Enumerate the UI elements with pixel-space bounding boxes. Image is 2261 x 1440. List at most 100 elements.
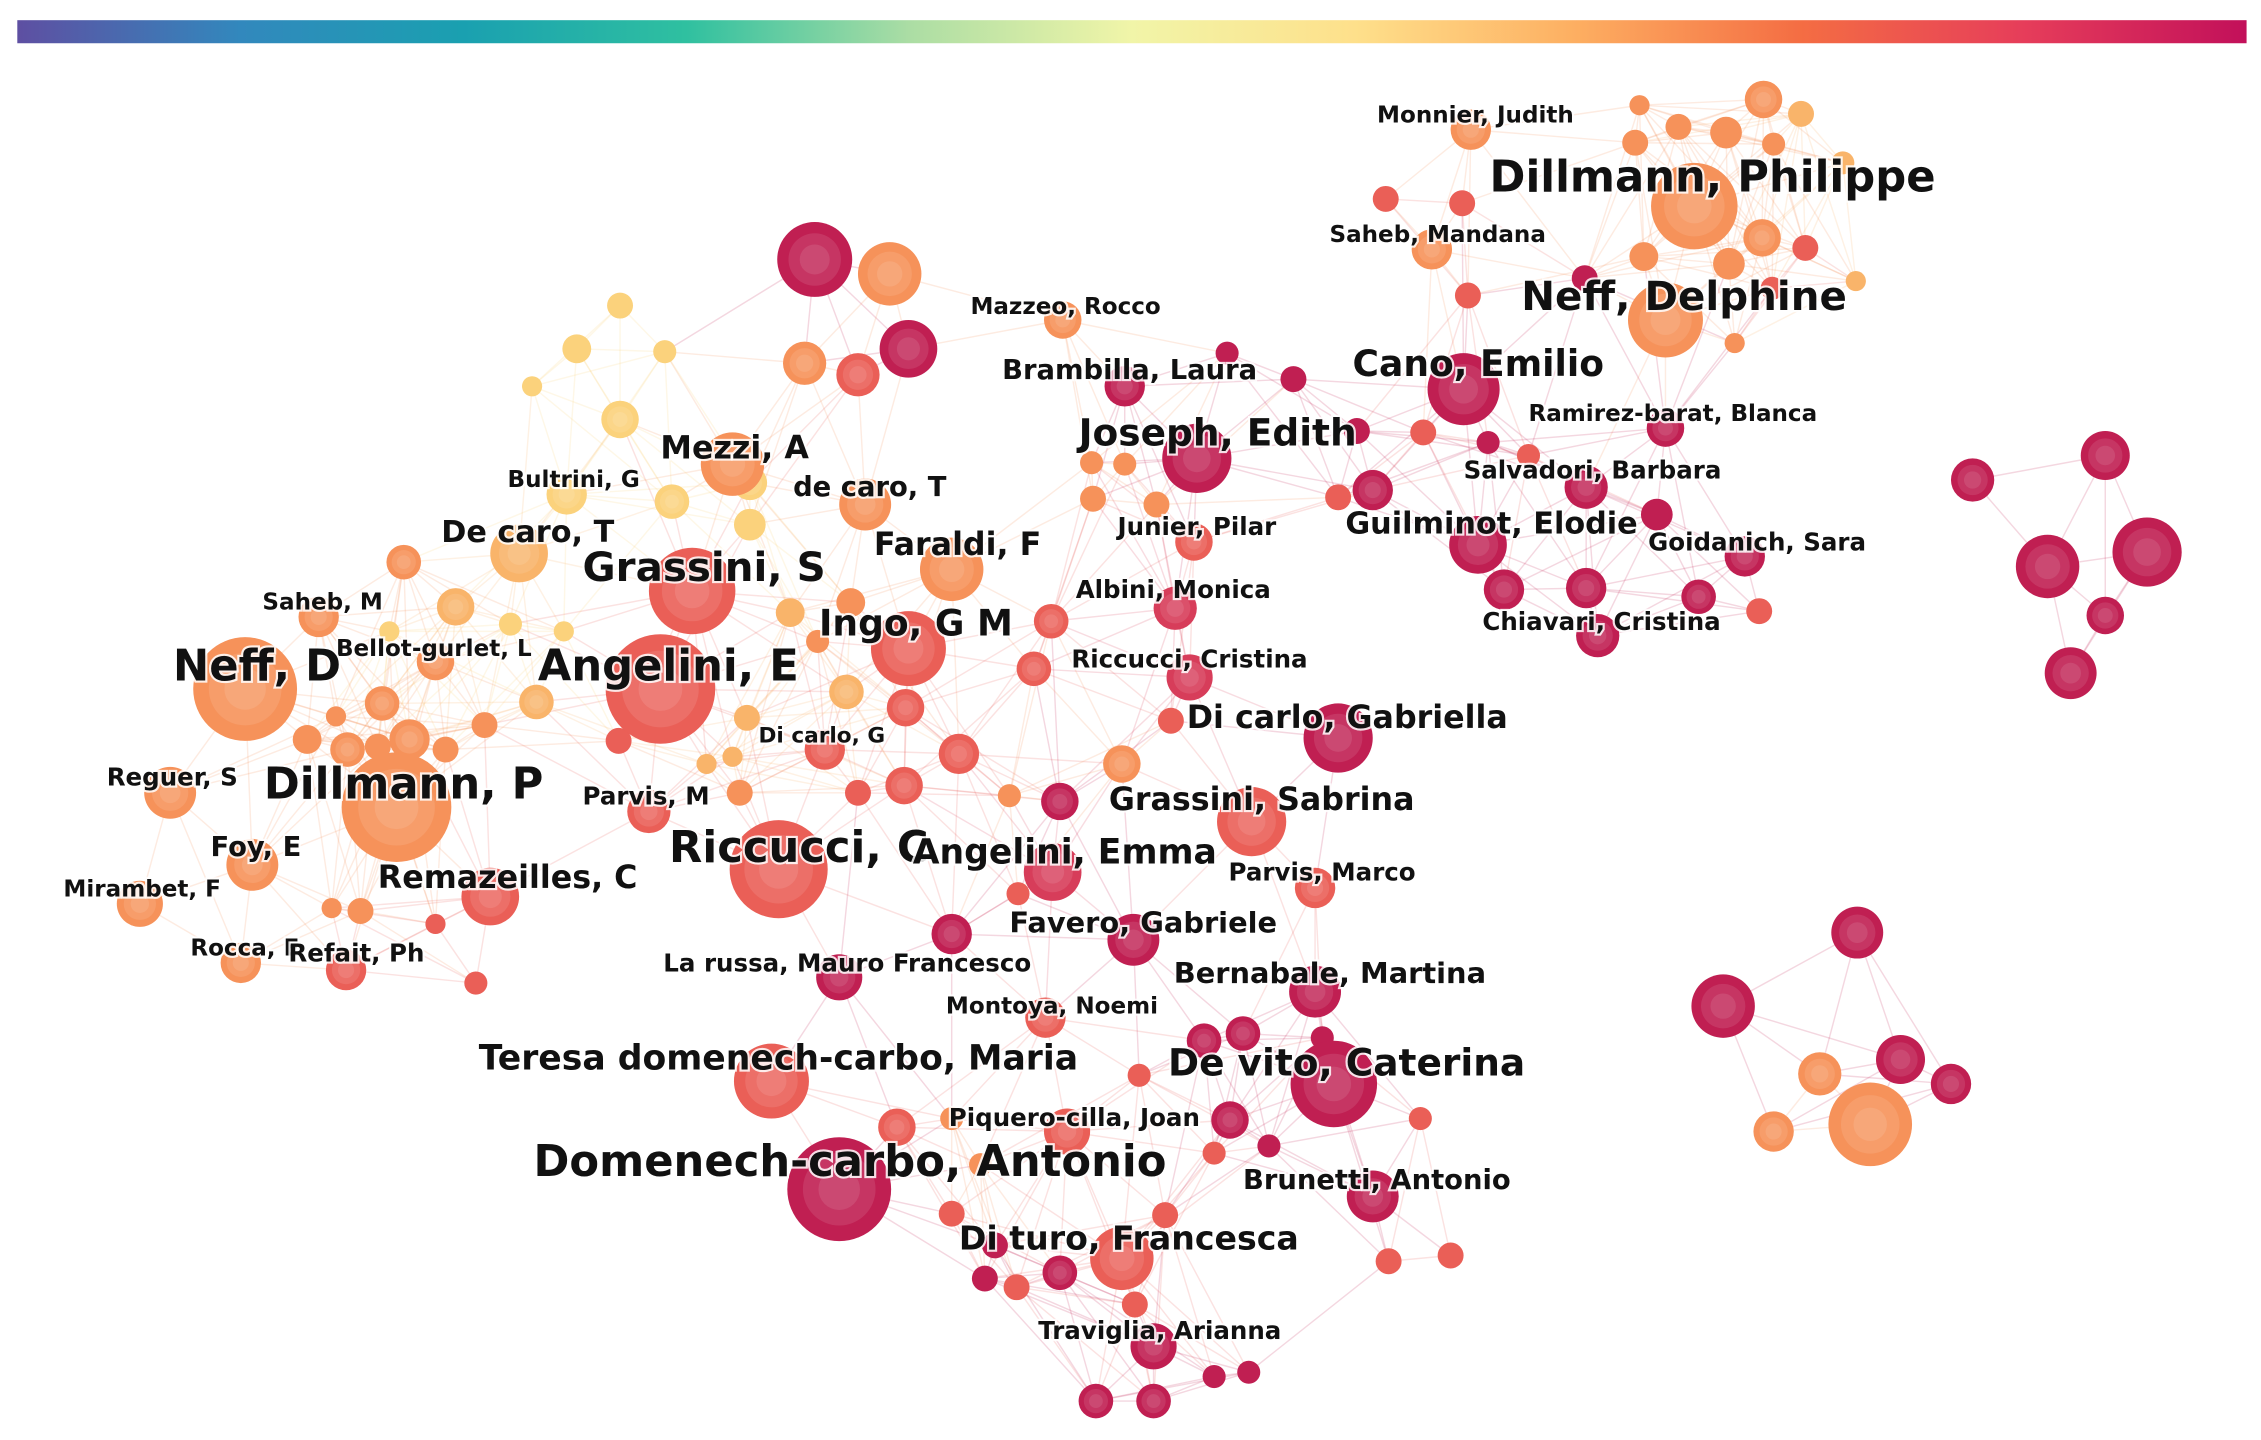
node-ring	[665, 494, 679, 509]
edge	[1503, 455, 1530, 590]
edge	[951, 795, 1011, 935]
author-node	[425, 913, 446, 935]
node-ring	[1754, 230, 1770, 246]
edge	[346, 631, 391, 750]
edge	[739, 784, 905, 794]
node-ring	[950, 745, 967, 762]
edge	[1419, 1118, 1452, 1256]
node-ring	[1182, 444, 1211, 473]
edge	[403, 562, 411, 740]
edge	[731, 641, 819, 758]
edge	[749, 482, 852, 603]
edge	[1016, 1214, 1166, 1288]
author-node	[938, 1200, 965, 1227]
node-ring	[1423, 241, 1440, 258]
node-ring	[1839, 914, 1876, 951]
author-node	[379, 621, 400, 642]
edge	[1725, 132, 1806, 249]
author-node	[1411, 229, 1453, 270]
author-node	[839, 478, 892, 531]
author-node	[321, 898, 342, 919]
author-node	[1798, 1052, 1842, 1096]
edge	[1431, 129, 1472, 250]
edge	[903, 785, 1019, 895]
node-ring	[1462, 121, 1479, 138]
author-label: Mezzi, A	[660, 430, 809, 466]
edge	[1314, 991, 1421, 1120]
edge	[1584, 263, 1729, 279]
edge	[1643, 255, 1773, 289]
edge	[905, 668, 1035, 709]
node-ring	[529, 695, 544, 709]
edge	[746, 717, 859, 794]
author-node	[627, 789, 671, 834]
edge	[903, 668, 1035, 787]
author-node	[1303, 703, 1373, 773]
author-node	[1153, 586, 1197, 630]
author-label: Ramirez-barat, Blanca	[1528, 401, 1817, 427]
node-ring	[1137, 1330, 1170, 1363]
author-node	[1016, 651, 1052, 687]
edge	[1638, 105, 1645, 257]
edge	[1124, 463, 1176, 609]
edge	[1503, 486, 1587, 591]
author-node	[1760, 276, 1784, 300]
author-node	[726, 779, 753, 806]
edge	[950, 753, 960, 935]
author-node	[919, 537, 984, 602]
author-node	[844, 779, 871, 806]
edge	[1203, 1040, 1270, 1147]
node-ring	[1354, 1178, 1391, 1215]
author-node	[1175, 523, 1213, 561]
author-node	[1121, 1291, 1148, 1318]
edge	[1527, 277, 1586, 456]
author-node	[1325, 484, 1352, 511]
node-ring	[1115, 921, 1152, 958]
node-ring	[396, 555, 411, 570]
edge	[1771, 113, 1802, 289]
edge	[1033, 668, 1190, 679]
author-label: Saheb, Mandana	[1329, 222, 1545, 248]
edge	[1292, 378, 1358, 432]
edge	[1050, 621, 1061, 802]
edge	[731, 612, 791, 758]
edge	[1585, 486, 1700, 598]
edge	[896, 1017, 1046, 1128]
author-node	[1104, 366, 1145, 407]
node-ring	[612, 411, 628, 427]
author-node	[981, 1232, 1008, 1259]
edge	[739, 612, 791, 793]
node-ring	[1936, 1069, 1966, 1099]
node-ring	[1088, 1394, 1103, 1408]
author-node	[1202, 1365, 1226, 1389]
node-ring	[823, 961, 856, 994]
node-ring	[896, 337, 920, 361]
edge	[1431, 248, 1585, 279]
edge	[749, 374, 859, 526]
author-node	[1622, 129, 1649, 156]
author-label: Angelini, Emma	[913, 832, 1217, 872]
author-node	[364, 733, 391, 760]
author-label: Di carlo, G	[758, 723, 885, 748]
edge	[1488, 427, 1666, 444]
node-ring	[839, 684, 854, 699]
node-ring	[606, 406, 634, 433]
edge	[857, 792, 1010, 797]
author-node	[605, 634, 716, 744]
edge	[1134, 1303, 1250, 1373]
node-ring	[929, 547, 974, 592]
edge	[1124, 352, 1228, 465]
author-node	[1665, 113, 1692, 140]
edge	[1095, 1371, 1249, 1402]
edge	[1050, 498, 1094, 622]
edge	[483, 553, 520, 726]
node-ring	[1572, 573, 1601, 603]
edge	[1204, 1037, 1323, 1042]
edge	[1138, 1032, 1244, 1076]
edge	[335, 606, 457, 717]
author-node	[389, 719, 430, 760]
edge	[240, 910, 361, 964]
node-ring	[1942, 1075, 1960, 1093]
author-node	[1143, 491, 1170, 518]
edge	[1487, 442, 1505, 590]
